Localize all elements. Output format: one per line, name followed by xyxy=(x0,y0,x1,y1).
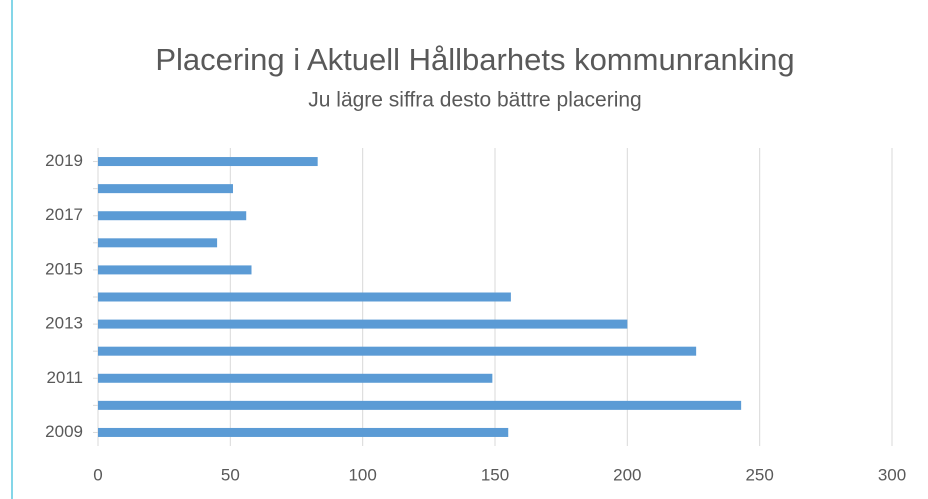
bar xyxy=(98,157,318,167)
y-tick-label: 2019 xyxy=(45,151,83,170)
x-tick-label: 50 xyxy=(221,465,240,484)
bar xyxy=(98,292,511,302)
y-tick-label: 2009 xyxy=(45,422,83,441)
y-tick-label: 2017 xyxy=(45,205,83,224)
chart-subtitle: Ju lägre siffra desto bättre placering xyxy=(308,89,641,112)
bar xyxy=(98,346,697,356)
y-tick-label: 2013 xyxy=(45,314,83,333)
x-tick-label: 200 xyxy=(613,465,641,484)
bar xyxy=(98,400,742,410)
x-tick-label: 150 xyxy=(481,465,509,484)
x-tick-label: 100 xyxy=(348,465,376,484)
y-tick-label: 2011 xyxy=(46,368,83,387)
x-tick-label: 250 xyxy=(745,465,773,484)
bar xyxy=(98,427,509,437)
chart-title: Placering i Aktuell Hållbarhets kommunra… xyxy=(155,42,794,77)
y-tick-label: 2015 xyxy=(45,259,83,278)
x-tick-label: 300 xyxy=(878,465,906,484)
x-tick-label: 0 xyxy=(93,465,102,484)
bar xyxy=(98,184,233,194)
bar xyxy=(98,265,252,275)
bar xyxy=(98,373,493,383)
bar xyxy=(98,238,218,248)
bar xyxy=(98,319,628,329)
bar xyxy=(98,211,247,221)
